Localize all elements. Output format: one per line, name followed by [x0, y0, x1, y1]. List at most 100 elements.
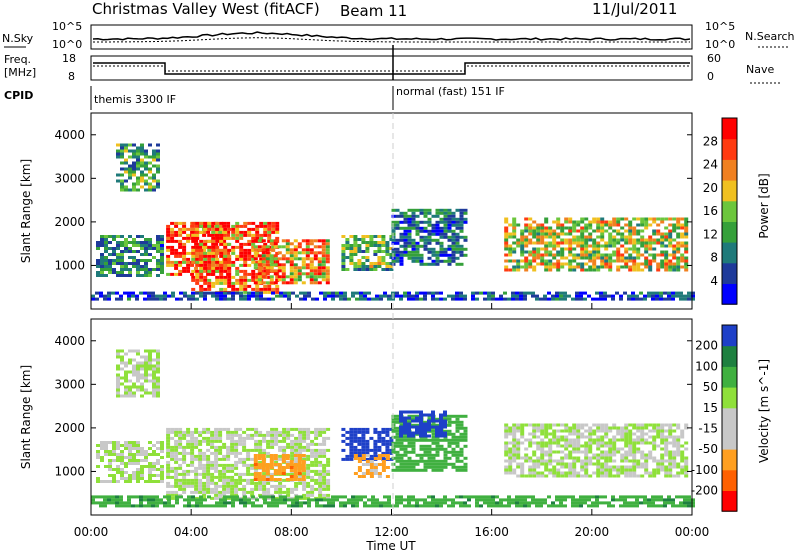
data-cell	[504, 217, 509, 221]
data-cell	[596, 268, 601, 272]
data-cell	[591, 495, 595, 499]
data-cell	[297, 466, 302, 469]
data-cell	[369, 238, 374, 241]
data-cell	[447, 208, 452, 212]
data-cell	[183, 504, 187, 508]
data-cell	[326, 478, 331, 482]
data-cell	[687, 294, 691, 298]
data-cell	[120, 394, 124, 398]
data-cell	[536, 441, 541, 445]
data-cell	[381, 451, 386, 455]
data-cell	[520, 253, 525, 257]
data-cell	[580, 253, 585, 257]
data-cell	[152, 152, 156, 156]
data-cell	[676, 247, 681, 251]
data-cell	[152, 394, 156, 398]
data-cell	[238, 460, 243, 464]
data-cell	[281, 272, 286, 276]
data-cell	[361, 463, 366, 466]
data-cell	[684, 423, 689, 427]
data-cell	[387, 297, 391, 301]
data-cell	[423, 244, 428, 248]
data-cell	[423, 211, 428, 215]
data-cell	[235, 269, 240, 273]
data-cell	[343, 501, 347, 505]
data-cell	[520, 456, 525, 460]
data-cell	[619, 294, 623, 298]
data-cell	[297, 469, 302, 472]
data-cell	[214, 436, 219, 440]
data-cell	[419, 226, 424, 230]
data-cell	[435, 453, 440, 457]
data-cell	[536, 471, 541, 475]
data-cell	[381, 439, 386, 443]
data-cell	[655, 495, 659, 499]
data-cell	[540, 229, 545, 233]
data-cell	[568, 429, 573, 433]
data-cell	[608, 253, 613, 257]
data-cell	[516, 438, 521, 442]
data-cell	[227, 242, 232, 246]
data-cell	[250, 481, 255, 485]
data-cell	[544, 441, 549, 445]
data-cell	[640, 262, 645, 266]
data-cell	[624, 223, 629, 227]
data-cell	[136, 388, 140, 392]
data-cell	[548, 459, 553, 463]
data-cell	[257, 260, 262, 264]
data-cell	[447, 420, 452, 424]
data-cell	[532, 453, 537, 457]
data-cell	[519, 498, 523, 502]
data-cell	[112, 468, 116, 471]
data-cell	[285, 275, 290, 279]
data-cell	[572, 474, 577, 478]
data-cell	[544, 232, 549, 236]
data-cell	[306, 481, 311, 485]
data-cell	[120, 477, 124, 480]
data-cell	[403, 462, 408, 466]
data-cell	[132, 453, 136, 456]
data-cell	[415, 468, 420, 472]
data-cell	[361, 433, 366, 437]
data-cell	[596, 265, 601, 269]
data-cell	[640, 438, 645, 442]
data-cell	[580, 435, 585, 439]
data-cell	[627, 294, 631, 298]
data-cell	[373, 235, 378, 238]
data-cell	[152, 388, 156, 392]
data-cell	[687, 504, 691, 508]
data-cell	[588, 220, 593, 224]
data-cell	[399, 459, 404, 463]
data-cell	[108, 450, 112, 453]
data-cell	[540, 256, 545, 260]
data-cell	[443, 259, 448, 263]
data-cell	[166, 454, 171, 458]
data-cell	[191, 275, 196, 279]
data-cell	[431, 262, 436, 266]
data-cell	[132, 188, 136, 192]
data-cell	[491, 498, 495, 502]
data-cell	[431, 465, 436, 469]
data-cell	[439, 413, 443, 417]
data-cell	[99, 504, 103, 508]
data-cell	[523, 498, 527, 502]
data-cell	[309, 251, 314, 255]
data-cell	[627, 495, 631, 499]
data-cell	[676, 226, 681, 230]
data-cell	[651, 495, 655, 499]
data-cell	[560, 241, 565, 245]
data-cell	[191, 254, 196, 258]
data-cell	[612, 238, 617, 242]
data-cell	[116, 376, 120, 380]
data-cell	[520, 426, 525, 430]
data-cell	[524, 262, 529, 266]
data-cell	[302, 487, 307, 491]
data-cell	[120, 173, 124, 177]
data-cell	[519, 297, 523, 301]
data-cell	[215, 291, 219, 295]
data-cell	[435, 438, 440, 442]
data-cell	[608, 471, 613, 475]
data-cell	[656, 229, 661, 233]
data-cell	[399, 226, 404, 230]
data-cell	[195, 501, 199, 505]
